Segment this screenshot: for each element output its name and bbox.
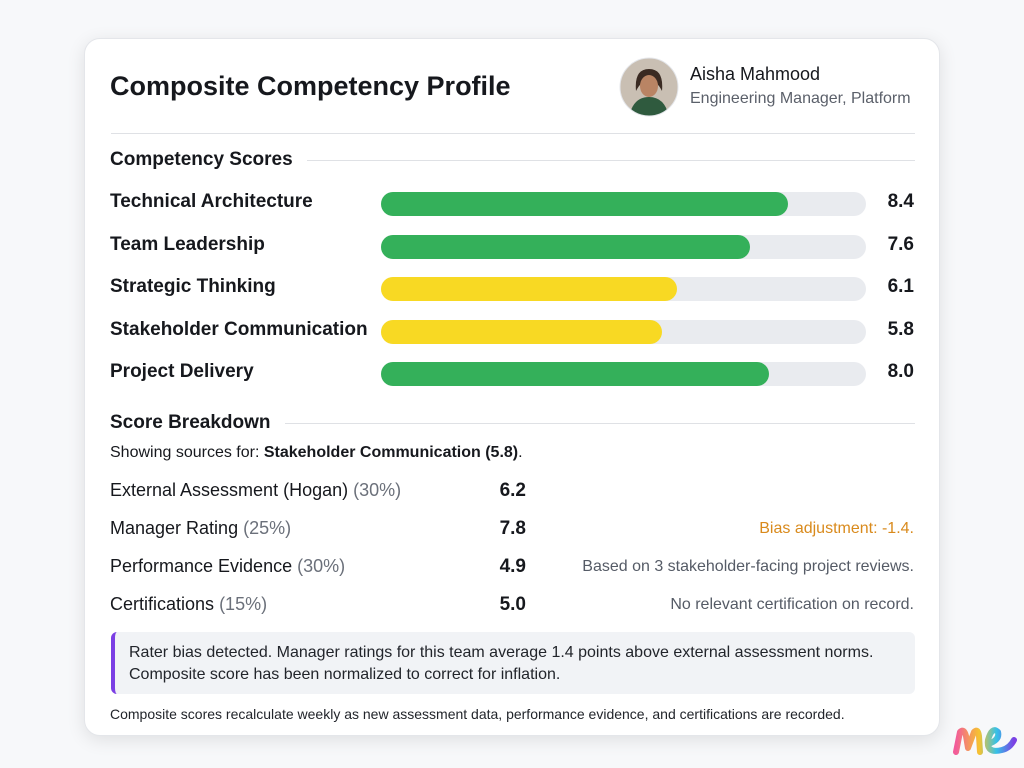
source-name: Performance Evidence <box>110 556 293 576</box>
logo <box>953 727 1017 755</box>
score-bar <box>381 234 750 259</box>
source-name: Certifications <box>110 594 215 614</box>
bias-alert: Rater bias detected. Manager ratings for… <box>111 632 915 694</box>
alert-line: Composite score has been normalized to c… <box>129 666 561 683</box>
person-name: Aisha Mahmood <box>690 64 821 84</box>
source-note: No relevant certification on record. <box>670 596 914 613</box>
heading-text: Competency Scores <box>110 149 293 170</box>
source-score: 4.9 <box>499 556 526 577</box>
score-bar <box>381 319 663 344</box>
source: External Assessment (Hogan) (30%) <box>110 480 401 501</box>
score-bar <box>381 362 769 386</box>
source-score: 7.8 <box>499 518 526 539</box>
intro-focus: Stakeholder Communication (5.8) <box>263 444 519 461</box>
score-track <box>381 192 866 216</box>
competency-score: 5.8 <box>887 318 914 340</box>
competency-name: Team Leadership <box>110 233 265 255</box>
breakdown-intro: Showing sources for: Stakeholder Communi… <box>110 444 523 462</box>
source: Performance Evidence (30%) <box>110 556 345 577</box>
score-track <box>381 362 866 386</box>
source-score: 5.0 <box>499 594 526 615</box>
source: Certifications (15%) <box>110 594 267 615</box>
footer: Composite scores recalculate weekly as n… <box>110 706 845 722</box>
intro-suffix: . <box>518 444 523 461</box>
score-track <box>381 319 866 344</box>
competency-score: 8.0 <box>887 361 914 382</box>
profile-card: Composite Competency Profile Aisha Mahmo… <box>84 38 940 736</box>
source-note: Based on 3 stakeholder-facing project re… <box>582 558 914 575</box>
competency-name: Technical Architecture <box>110 191 313 212</box>
competency-name: Strategic Thinking <box>110 276 276 297</box>
score-track <box>381 277 866 301</box>
source-name: Manager Rating <box>110 518 239 538</box>
heading-text: Score Breakdown <box>110 412 271 433</box>
source-score: 6.2 <box>499 480 526 501</box>
competency-name: Stakeholder Communication <box>110 318 368 340</box>
source-name: External Assessment (Hogan) <box>110 480 349 500</box>
competency-score: 7.6 <box>887 233 914 255</box>
source-weight: (15%) <box>219 594 268 614</box>
source: Manager Rating (25%) <box>110 518 291 539</box>
title: Composite Competency Profile <box>110 71 511 101</box>
source-weight: (30%) <box>353 480 402 500</box>
competency-score: 6.1 <box>887 276 914 297</box>
divider <box>111 133 915 134</box>
score-track <box>381 234 866 259</box>
score-bar <box>381 277 677 301</box>
score-bar <box>381 192 789 216</box>
competency-name: Project Delivery <box>110 361 254 382</box>
source-weight: (30%) <box>297 556 346 576</box>
person-role: Engineering Manager, Platform <box>690 90 911 107</box>
intro-prefix: Showing sources for: <box>110 444 264 461</box>
avatar <box>619 57 679 117</box>
source-note: Bias adjustment: -1.4. <box>759 520 914 537</box>
section-heading: Score Breakdown <box>110 412 915 434</box>
source-weight: (25%) <box>243 518 292 538</box>
section-heading: Competency Scores <box>110 149 915 171</box>
competency-score: 8.4 <box>887 191 914 212</box>
alert-line: Rater bias detected. Manager ratings for… <box>129 644 874 661</box>
